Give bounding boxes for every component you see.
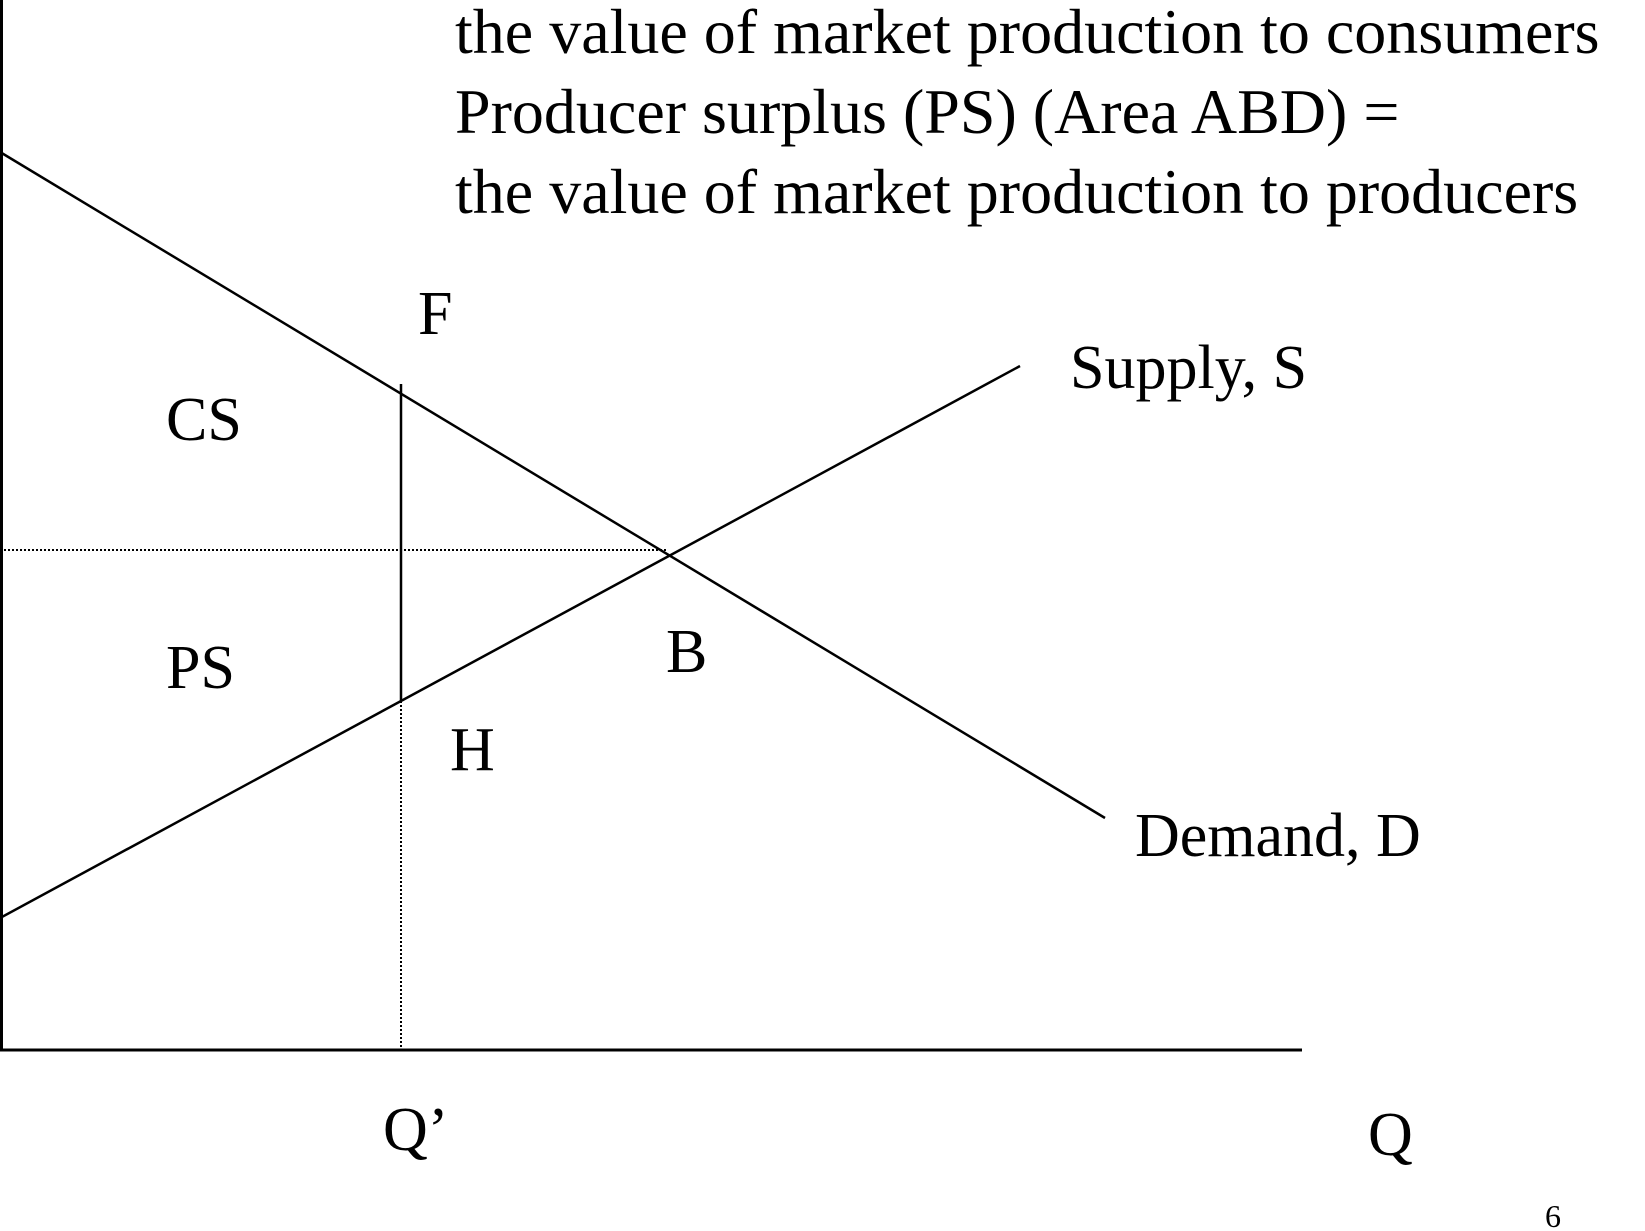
page-number: 6 xyxy=(1545,1198,1561,1231)
demand-curve xyxy=(0,150,1106,820)
heading-line-3: the value of market production to produc… xyxy=(455,156,1579,227)
demand-label: Demand, D xyxy=(1135,802,1421,870)
supply-label: Supply, S xyxy=(1070,334,1307,402)
point-f-label: F xyxy=(418,280,452,348)
area-ps-label: PS xyxy=(166,634,235,702)
point-h-label: H xyxy=(450,716,495,784)
point-b-label: B xyxy=(666,618,707,686)
heading-line-1: the value of market production to consum… xyxy=(455,0,1600,67)
heading-line-2: Producer surplus (PS) (Area ABD) = xyxy=(455,76,1400,147)
x-tick-qprime: Q’ xyxy=(383,1096,448,1164)
area-cs-label: CS xyxy=(166,386,242,454)
supply-curve xyxy=(0,364,1021,920)
x-axis-label: Q xyxy=(1368,1101,1413,1169)
